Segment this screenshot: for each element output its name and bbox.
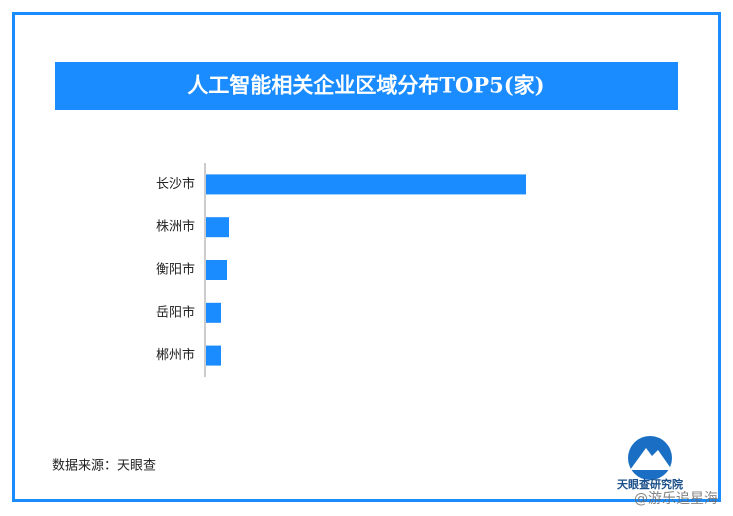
source: 数据来源：天眼查 (52, 459, 156, 474)
bar (206, 174, 526, 195)
logo-mountain (630, 448, 672, 470)
logo-text: 天眼查研究院 (617, 477, 683, 491)
frame (12, 12, 721, 502)
watermark: @游乐追星海 (634, 491, 718, 507)
y-tick-label: 株洲市 (156, 219, 195, 235)
bar (206, 217, 229, 238)
y-tick-label: 岳阳市 (156, 304, 195, 320)
logo-mark (628, 436, 672, 480)
bar (206, 260, 227, 280)
title-banner (55, 62, 678, 110)
y-tick-label: 衡阳市 (156, 262, 195, 278)
bar (206, 345, 221, 366)
bar (206, 302, 221, 323)
y-tick-label: 长沙市 (156, 176, 195, 192)
chart-title: 人工智能相关企业区域分布TOP5(家) (187, 73, 544, 98)
y-tick-label: 郴州市 (156, 347, 195, 363)
